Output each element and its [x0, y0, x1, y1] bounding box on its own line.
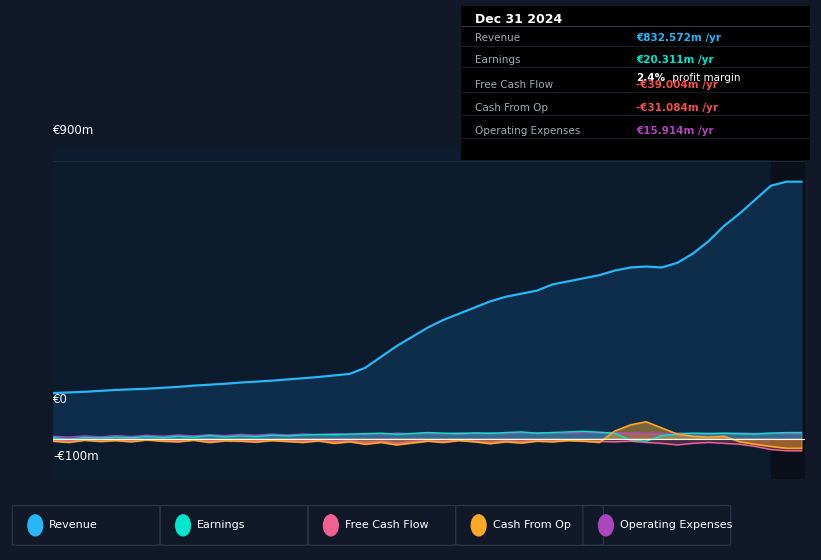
Text: Free Cash Flow: Free Cash Flow: [345, 520, 429, 530]
Ellipse shape: [176, 515, 190, 536]
Text: Operating Expenses: Operating Expenses: [620, 520, 732, 530]
Text: €0: €0: [53, 393, 68, 406]
Text: Revenue: Revenue: [475, 34, 521, 43]
Text: Cash From Op: Cash From Op: [493, 520, 571, 530]
Text: -€31.084m /yr: -€31.084m /yr: [636, 102, 718, 113]
Text: Operating Expenses: Operating Expenses: [475, 126, 580, 136]
Text: Revenue: Revenue: [49, 520, 98, 530]
Text: Earnings: Earnings: [475, 55, 521, 65]
Text: Free Cash Flow: Free Cash Flow: [475, 80, 553, 90]
Ellipse shape: [323, 515, 338, 536]
Text: €15.914m /yr: €15.914m /yr: [636, 126, 713, 136]
Text: Dec 31 2024: Dec 31 2024: [475, 13, 562, 26]
Text: -€100m: -€100m: [53, 450, 99, 463]
Ellipse shape: [28, 515, 43, 536]
Text: €900m: €900m: [53, 124, 94, 137]
Text: profit margin: profit margin: [669, 73, 741, 83]
Bar: [771, 146, 805, 479]
Text: €832.572m /yr: €832.572m /yr: [636, 34, 721, 43]
Text: -€39.004m /yr: -€39.004m /yr: [636, 80, 718, 90]
Text: €20.311m /yr: €20.311m /yr: [636, 55, 713, 65]
Ellipse shape: [599, 515, 613, 536]
Ellipse shape: [471, 515, 486, 536]
Text: Earnings: Earnings: [197, 520, 245, 530]
Text: 2.4%: 2.4%: [636, 73, 665, 83]
Text: Cash From Op: Cash From Op: [475, 102, 548, 113]
